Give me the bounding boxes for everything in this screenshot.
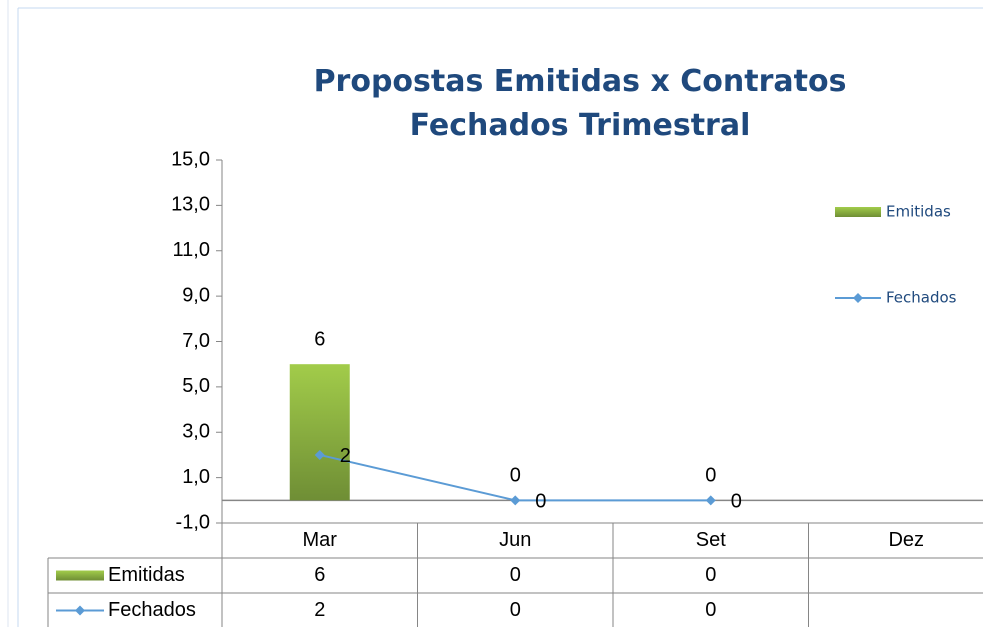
data-label: 0 <box>535 491 546 513</box>
legend-key <box>835 207 881 217</box>
y-tick-label: -1,0 <box>176 511 210 533</box>
y-tick-label: 15,0 <box>171 148 210 170</box>
table-row-label: Emitidas <box>108 564 185 586</box>
marker <box>705 495 716 506</box>
legend-label: Emitidas <box>886 203 951 221</box>
y-tick-label: 3,0 <box>182 421 210 443</box>
table-cell: 0 <box>510 599 521 621</box>
y-tick-label: 7,0 <box>182 330 210 352</box>
marker <box>314 449 325 460</box>
y-tick-label: 11,0 <box>173 239 210 261</box>
marker <box>510 495 521 506</box>
data-label: 0 <box>510 465 521 487</box>
table-cell: 6 <box>314 564 325 586</box>
legend-key <box>853 293 863 303</box>
legend-label: Fechados <box>886 289 957 307</box>
table-cell: 0 <box>510 564 521 586</box>
x-tick-label: Jun <box>499 529 531 551</box>
legend-key <box>75 605 85 616</box>
x-tick-label: Dez <box>888 529 924 551</box>
data-label: 6 <box>314 328 325 350</box>
y-tick-label: 9,0 <box>182 284 210 306</box>
x-tick-label: Mar <box>303 529 338 551</box>
chart-title: Propostas Emitidas x Contratos Fechados … <box>313 64 847 143</box>
legend-key <box>56 570 104 581</box>
data-label: 0 <box>731 491 742 513</box>
y-tick-label: 1,0 <box>182 466 210 488</box>
table-cell: 0 <box>705 599 716 621</box>
table-row-label: Fechados <box>108 599 196 621</box>
data-label: 2 <box>340 445 351 467</box>
bar <box>289 364 350 501</box>
table-cell: 2 <box>314 599 325 621</box>
y-tick-label: 5,0 <box>182 375 210 397</box>
x-tick-label: Set <box>696 529 726 551</box>
table-cell: 0 <box>705 564 716 586</box>
y-tick-label: 13,0 <box>171 194 210 216</box>
data-label: 0 <box>705 465 716 487</box>
